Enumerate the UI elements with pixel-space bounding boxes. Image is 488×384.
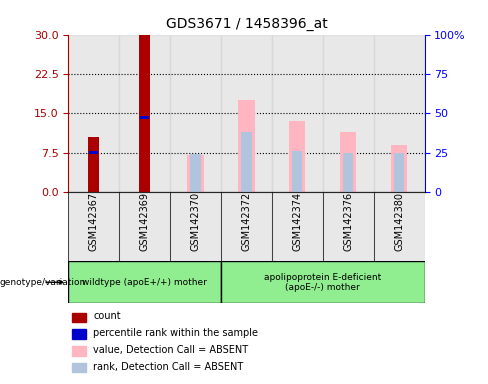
Bar	[272, 192, 323, 261]
Bar	[170, 192, 221, 261]
Bar	[340, 132, 356, 192]
Text: GSM142372: GSM142372	[242, 192, 251, 251]
Bar	[238, 100, 255, 192]
Bar	[292, 151, 303, 192]
Bar	[139, 35, 150, 192]
Bar	[140, 116, 149, 119]
Text: rank, Detection Call = ABSENT: rank, Detection Call = ABSENT	[93, 362, 244, 372]
Text: value, Detection Call = ABSENT: value, Detection Call = ABSENT	[93, 345, 248, 355]
Bar	[221, 261, 425, 303]
Bar	[323, 35, 374, 192]
Bar	[374, 192, 425, 261]
Text: GSM142374: GSM142374	[292, 192, 303, 251]
Text: GSM142376: GSM142376	[343, 192, 353, 251]
Bar	[391, 145, 407, 192]
Text: wildtype (apoE+/+) mother: wildtype (apoE+/+) mother	[82, 278, 207, 287]
Bar	[88, 137, 100, 192]
Bar	[89, 151, 99, 154]
Bar	[221, 192, 272, 261]
Bar	[72, 346, 86, 356]
Text: percentile rank within the sample: percentile rank within the sample	[93, 328, 258, 338]
Bar	[68, 192, 119, 261]
Bar	[119, 192, 170, 261]
Bar	[72, 363, 86, 372]
Bar	[242, 132, 251, 192]
Text: GSM142367: GSM142367	[89, 192, 99, 251]
Bar	[272, 35, 323, 192]
Text: apolipoprotein E-deficient
(apoE-/-) mother: apolipoprotein E-deficient (apoE-/-) mot…	[264, 273, 382, 292]
Bar	[394, 153, 404, 192]
Bar	[68, 35, 119, 192]
Text: GSM142370: GSM142370	[190, 192, 201, 251]
Bar	[221, 35, 272, 192]
Bar	[119, 35, 170, 192]
Bar	[190, 154, 201, 192]
Bar	[323, 192, 374, 261]
Bar	[72, 313, 86, 322]
Bar	[374, 35, 425, 192]
Text: GSM142380: GSM142380	[394, 192, 404, 251]
Bar	[68, 261, 221, 303]
Text: count: count	[93, 311, 121, 321]
Bar	[187, 155, 203, 192]
Text: genotype/variation: genotype/variation	[0, 278, 86, 287]
Bar	[343, 153, 353, 192]
Bar	[170, 35, 221, 192]
Bar	[289, 121, 305, 192]
Text: GSM142369: GSM142369	[140, 192, 150, 251]
Title: GDS3671 / 1458396_at: GDS3671 / 1458396_at	[165, 17, 327, 31]
Bar	[72, 329, 86, 339]
